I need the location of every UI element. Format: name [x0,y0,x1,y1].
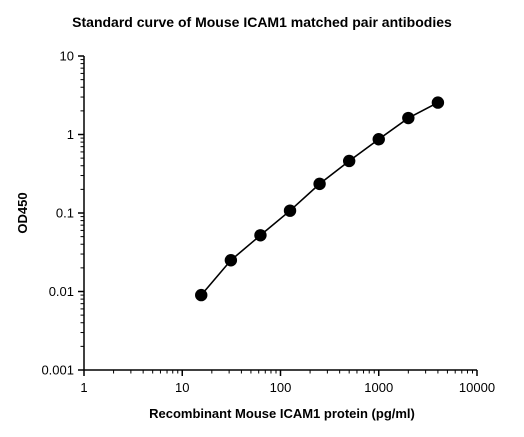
chart-title: Standard curve of Mouse ICAM1 matched pa… [72,14,452,30]
x-tick-label: 10 [175,380,189,395]
data-point [372,133,385,146]
axes [83,56,477,371]
data-point [402,111,415,125]
data-marks [195,96,445,302]
y-tick-label: 0.001 [41,363,74,378]
y-tick-label: 10 [60,49,74,64]
data-point [195,288,208,302]
data-point [283,204,297,217]
x-tick-label: 10000 [459,380,495,395]
data-point [313,177,326,191]
x-tick-label: 1 [80,380,87,395]
y-axis-label: OD450 [15,192,30,233]
data-point [342,154,356,168]
x-tick-label: 100 [270,380,292,395]
data-point [254,229,267,242]
x-axis-label: Recombinant Mouse ICAM1 protein (pg/ml) [149,406,415,421]
x-tick-label: 1000 [364,380,393,395]
ticks: 1 10 100 1000 10000 0.001 0.01 0.1 1 10 [41,49,495,396]
series-line [200,101,439,296]
y-tick-label: 0.1 [56,206,74,221]
data-point [431,96,445,109]
y-tick-label: 1 [67,127,74,142]
data-point [224,254,238,267]
y-tick-label: 0.01 [49,284,74,299]
